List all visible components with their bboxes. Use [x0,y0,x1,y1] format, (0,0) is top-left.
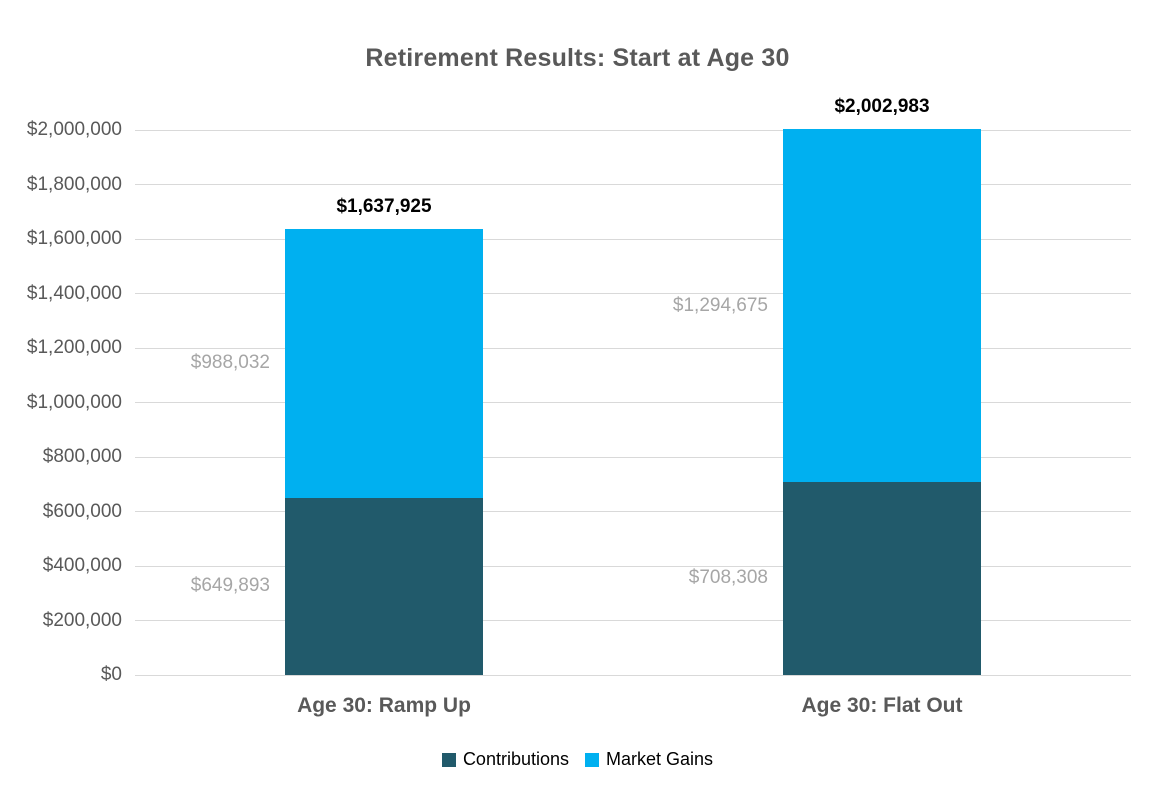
total-value-label: $1,637,925 [336,195,432,217]
y-axis-tick-label: $600,000 [42,500,122,522]
x-axis-category-label: Age 30: Ramp Up [297,694,471,717]
legend: Contributions Market Gains [0,749,1155,770]
gridline [135,456,1131,458]
gridline [135,347,1131,349]
y-axis-tick-label: $800,000 [42,446,122,467]
gridline [135,511,1131,512]
gridline [135,238,1131,240]
segment-value-label: $649,893 [190,575,270,597]
y-axis-tick-label: $1,600,000 [26,228,122,249]
legend-item-label: Market Gains [606,749,714,769]
legend-item-market-gains: Market Gains [585,749,713,770]
y-axis-tick-label: $1,000,000 [26,391,122,413]
bar-segment-contributions [783,481,981,675]
total-value-label: $2,002,983 [834,96,930,118]
bar-segment-market-gains [285,228,483,498]
y-axis-tick-label: $1,800,000 [26,173,122,195]
legend-swatch-icon [585,752,599,767]
segment-value-label: $708,308 [688,567,768,589]
gridline [135,184,1131,185]
gridline [135,620,1131,621]
bar-segment-market-gains [783,129,981,482]
legend-swatch-icon [441,752,456,767]
gridline [135,129,1131,131]
y-axis-tick-label: $1,400,000 [26,282,122,304]
gridline [135,674,1131,676]
y-axis-tick-label: $0 [100,664,122,685]
y-axis-tick-label: $400,000 [42,555,122,576]
bar-segment-contributions [285,497,483,675]
segment-value-label: $988,032 [190,352,270,374]
segment-value-label: $1,294,675 [672,294,768,316]
x-axis-category-label: Age 30: Flat Out [801,694,963,717]
legend-item-label: Contributions [462,749,569,769]
y-axis-tick-label: $1,200,000 [26,337,122,358]
gridline [135,402,1131,403]
y-axis-tick-label: $200,000 [42,609,122,631]
gridline [135,565,1131,567]
gridline [135,293,1131,294]
chart-title: Retirement Results: Start at Age 30 [365,44,790,72]
legend-item-contributions: Contributions [441,749,569,770]
y-axis-tick-label: $2,000,000 [26,119,122,140]
